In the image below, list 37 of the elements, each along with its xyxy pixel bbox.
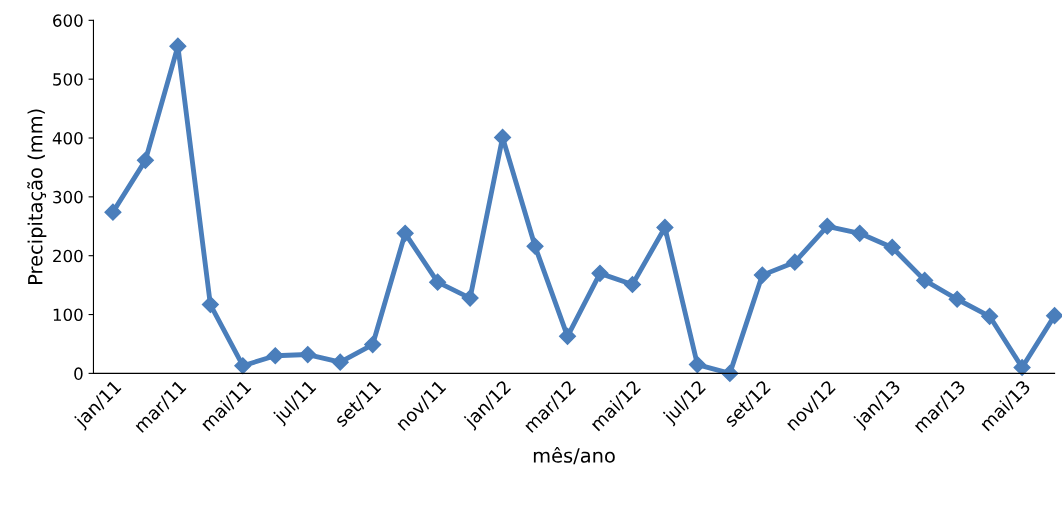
y-axis-title: Precipitação (mm) — [27, 109, 47, 284]
point — [753, 266, 771, 284]
point — [981, 307, 999, 325]
point — [461, 289, 479, 307]
y-tick-label: 500 — [53, 73, 83, 86]
point — [104, 203, 122, 221]
point — [948, 290, 966, 308]
y-tick-label: 600 — [53, 14, 83, 27]
y-tick-label: 0 — [74, 367, 83, 380]
y-tick-label: 100 — [53, 308, 83, 322]
y-tick-label: 400 — [52, 131, 83, 145]
point — [818, 217, 836, 235]
point — [851, 224, 869, 242]
point — [721, 364, 739, 382]
point — [364, 335, 382, 354]
point — [234, 357, 252, 375]
point — [688, 356, 706, 374]
point — [136, 151, 154, 169]
point — [1013, 358, 1031, 377]
point — [201, 295, 219, 314]
point — [916, 271, 934, 289]
point — [396, 224, 414, 242]
y-tick-label: 300 — [53, 190, 83, 204]
point — [786, 253, 804, 271]
point — [623, 275, 642, 294]
point — [591, 264, 609, 282]
point — [299, 345, 317, 364]
point — [883, 238, 901, 257]
point — [656, 218, 674, 237]
point — [429, 273, 447, 291]
point — [266, 347, 284, 365]
x-axis-title: mês/ano — [533, 446, 615, 465]
point — [331, 353, 349, 371]
point — [526, 237, 544, 255]
y-tick-label: 200 — [53, 249, 83, 263]
point — [558, 327, 577, 345]
point — [1046, 307, 1062, 325]
